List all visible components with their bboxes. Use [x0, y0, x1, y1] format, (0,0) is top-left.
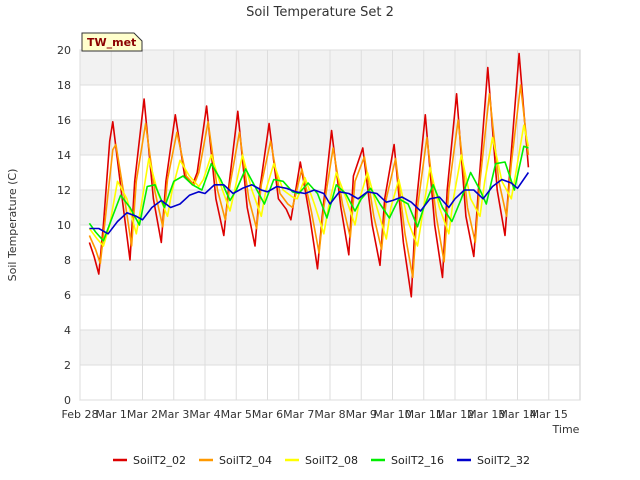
- y-tick-label: 8: [64, 254, 71, 267]
- y-tick-label: 12: [57, 184, 71, 197]
- x-tick-label: Mar 14: [498, 408, 536, 421]
- legend-label: SoilT2_32: [477, 454, 530, 467]
- station-badge-box: [81, 32, 143, 52]
- y-tick-label: 6: [64, 289, 71, 302]
- y-tick-label: 18: [57, 79, 71, 92]
- series-line-soilt2_16: [88, 145, 529, 242]
- legend-label: SoilT2_08: [305, 454, 358, 467]
- legend-label: SoilT2_16: [391, 454, 444, 467]
- y-tick-label: 16: [57, 114, 71, 127]
- y-tick-label: 14: [57, 149, 71, 162]
- y-tick-label: 20: [57, 44, 71, 57]
- x-tick-label: Mar 13: [467, 408, 505, 421]
- legend-item-soilt2_08: SoilT2_08: [285, 454, 358, 467]
- x-tick-label: Mar 8: [314, 408, 345, 421]
- x-tick-label: Mar 2: [127, 408, 158, 421]
- legend-item-soilt2_32: SoilT2_32: [457, 454, 530, 467]
- legend-item-soilt2_02: SoilT2_02: [113, 454, 186, 467]
- legend-label: SoilT2_04: [219, 454, 272, 467]
- legend-label: SoilT2_02: [133, 454, 186, 467]
- station-badge: TW_met: [81, 32, 143, 52]
- station-badge-text: TW_met: [87, 36, 136, 49]
- x-axis-label: Time: [552, 423, 580, 436]
- y-axis-label: Soil Temperature (C): [6, 169, 19, 282]
- x-tick-label: Mar 10: [373, 408, 411, 421]
- y-axis-ticks: 0 2 4 6 8 10 12 14 16 18 20: [57, 44, 71, 407]
- x-tick-label: Mar 15: [530, 408, 568, 421]
- series-line-soilt2_32: [89, 172, 530, 235]
- y-tick-label: 10: [57, 219, 71, 232]
- legend-item-soilt2_04: SoilT2_04: [199, 454, 272, 467]
- x-tick-label: Mar 9: [346, 408, 377, 421]
- x-tick-label: Mar 11: [405, 408, 443, 421]
- y-tick-label: 4: [64, 324, 71, 337]
- x-tick-label: Mar 12: [436, 408, 474, 421]
- x-tick-label: Mar 1: [96, 408, 127, 421]
- x-tick-label: Mar 5: [221, 408, 252, 421]
- series-lines: [88, 52, 530, 298]
- x-tick-label: Mar 3: [158, 408, 189, 421]
- chart-title: Soil Temperature Set 2: [246, 5, 394, 20]
- y-tick-label: 2: [64, 359, 71, 372]
- x-tick-label: Mar 6: [252, 408, 283, 421]
- legend-item-soilt2_16: SoilT2_16: [371, 454, 444, 467]
- x-tick-label: Mar 4: [189, 408, 220, 421]
- x-tick-label: Feb 28: [62, 408, 99, 421]
- y-tick-label: 0: [64, 394, 71, 407]
- x-tick-label: Mar 7: [283, 408, 314, 421]
- legend: SoilT2_02 SoilT2_04 SoilT2_08 SoilT2_16 Soil…: [113, 454, 530, 467]
